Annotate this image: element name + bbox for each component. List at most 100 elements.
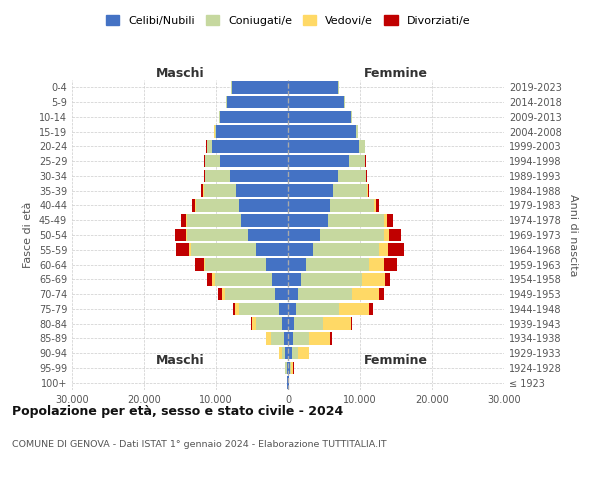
- Bar: [230, 170, 288, 182]
- Bar: [288, 288, 298, 300]
- Bar: [288, 126, 358, 138]
- Bar: [181, 214, 288, 226]
- Bar: [288, 347, 298, 360]
- Bar: [205, 170, 288, 182]
- Bar: [288, 155, 366, 168]
- Bar: [288, 376, 289, 389]
- Bar: [186, 228, 288, 241]
- Bar: [227, 96, 288, 108]
- Bar: [288, 81, 339, 94]
- Bar: [288, 332, 332, 344]
- Bar: [288, 347, 309, 360]
- Bar: [224, 288, 288, 300]
- Bar: [251, 318, 288, 330]
- Bar: [288, 302, 339, 315]
- Bar: [206, 140, 288, 152]
- Bar: [201, 184, 288, 197]
- Bar: [288, 273, 362, 285]
- Bar: [288, 155, 365, 168]
- Bar: [288, 170, 338, 182]
- Bar: [205, 155, 288, 168]
- Bar: [215, 273, 288, 285]
- Bar: [288, 184, 367, 197]
- Bar: [288, 214, 393, 226]
- Bar: [288, 376, 289, 389]
- Bar: [187, 214, 288, 226]
- Bar: [231, 81, 288, 94]
- Bar: [288, 214, 384, 226]
- Bar: [287, 362, 288, 374]
- Bar: [288, 376, 289, 389]
- Bar: [206, 140, 288, 152]
- Bar: [281, 347, 288, 360]
- Bar: [219, 110, 288, 123]
- Bar: [288, 228, 401, 241]
- Bar: [226, 96, 288, 108]
- Bar: [284, 332, 288, 344]
- Bar: [218, 288, 288, 300]
- Text: Maschi: Maschi: [155, 67, 205, 80]
- Bar: [288, 347, 292, 360]
- Bar: [288, 199, 379, 212]
- Bar: [231, 81, 288, 94]
- Bar: [288, 110, 352, 123]
- Bar: [288, 318, 350, 330]
- Bar: [288, 273, 301, 285]
- Bar: [241, 214, 288, 226]
- Bar: [232, 81, 288, 94]
- Bar: [288, 258, 306, 271]
- Y-axis label: Fasce di età: Fasce di età: [23, 202, 33, 268]
- Bar: [219, 110, 288, 123]
- Bar: [196, 199, 288, 212]
- Bar: [288, 244, 388, 256]
- Bar: [285, 362, 288, 374]
- Bar: [288, 258, 397, 271]
- Text: Maschi: Maschi: [155, 354, 205, 368]
- Bar: [248, 228, 288, 241]
- Bar: [288, 302, 296, 315]
- Bar: [288, 140, 365, 152]
- Bar: [239, 302, 288, 315]
- Bar: [288, 126, 358, 138]
- Bar: [288, 170, 366, 182]
- Bar: [272, 273, 288, 285]
- Bar: [288, 126, 356, 138]
- Bar: [288, 302, 373, 315]
- Bar: [235, 302, 288, 315]
- Bar: [288, 110, 352, 123]
- Bar: [288, 318, 323, 330]
- Bar: [288, 228, 389, 241]
- Bar: [288, 302, 370, 315]
- Bar: [287, 376, 288, 389]
- Bar: [288, 96, 345, 108]
- Bar: [288, 318, 352, 330]
- Bar: [187, 228, 288, 241]
- Bar: [288, 362, 293, 374]
- Bar: [191, 244, 288, 256]
- Bar: [190, 244, 288, 256]
- Bar: [288, 81, 338, 94]
- Bar: [288, 362, 291, 374]
- Bar: [288, 96, 344, 108]
- Bar: [205, 155, 288, 168]
- Bar: [288, 318, 295, 330]
- Bar: [288, 199, 374, 212]
- Bar: [288, 214, 328, 226]
- Bar: [288, 96, 345, 108]
- Bar: [226, 96, 288, 108]
- Bar: [288, 170, 366, 182]
- Bar: [204, 258, 288, 271]
- Bar: [288, 140, 365, 152]
- Bar: [288, 214, 386, 226]
- Bar: [212, 273, 288, 285]
- Bar: [226, 96, 288, 108]
- Bar: [266, 332, 288, 344]
- Bar: [288, 199, 330, 212]
- Bar: [214, 126, 288, 138]
- Bar: [212, 140, 288, 152]
- Bar: [288, 126, 358, 138]
- Bar: [214, 126, 288, 138]
- Bar: [203, 184, 288, 197]
- Bar: [288, 81, 339, 94]
- Bar: [288, 332, 309, 344]
